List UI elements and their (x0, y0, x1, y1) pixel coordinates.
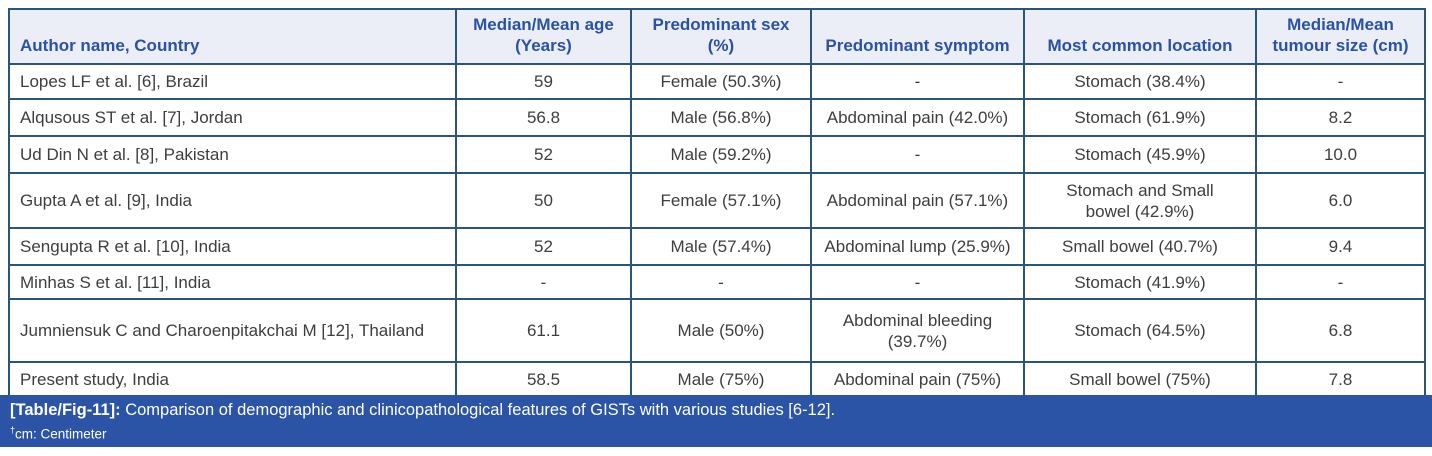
table-caption-band: [Table/Fig-11]: Comparison of demographi… (0, 395, 1432, 447)
cell-location: Stomach and Small bowel (42.9%) (1023, 172, 1257, 229)
cell-size: 8.2 (1255, 98, 1426, 137)
cell-size: 6.0 (1255, 172, 1426, 229)
cell-age: 52 (455, 227, 632, 266)
cell-author: Lopes LF et al. [6], Brazil (8, 63, 457, 100)
table-row-uddin: Ud Din N et al. [8], Pakistan 52 Male (5… (8, 135, 1426, 174)
cell-location: Small bowel (75%) (1023, 361, 1257, 398)
cell-author: Alqusous ST et al. [7], Jordan (8, 98, 457, 137)
cell-location: Small bowel (40.7%) (1023, 227, 1257, 266)
cell-sex: Male (57.4%) (630, 227, 812, 266)
cell-symptom: - (810, 63, 1025, 100)
cell-sex: Male (56.8%) (630, 98, 812, 137)
cell-age: 50 (455, 172, 632, 229)
gist-comparison-table: Author name, Country Median/Mean age (Ye… (8, 8, 1426, 398)
col-header-tumour-size: Median/Mean tumour size (cm) (1255, 8, 1426, 65)
cell-symptom: Abdominal bleeding (39.7%) (810, 298, 1025, 363)
footnote-text: cm: Centimeter (15, 426, 107, 442)
table-caption-text: Comparison of demographic and clinicopat… (120, 401, 836, 419)
cell-size: - (1255, 264, 1426, 300)
cell-location: Stomach (41.9%) (1023, 264, 1257, 300)
cell-author: Jumniensuk C and Charoenpitakchai M [12]… (8, 298, 457, 363)
cell-author: Sengupta R et al. [10], India (8, 227, 457, 266)
table-row-present-study: Present study, India 58.5 Male (75%) Abd… (8, 361, 1426, 398)
table-row-sengupta: Sengupta R et al. [10], India 52 Male (5… (8, 227, 1426, 266)
cell-sex: Male (75%) (630, 361, 812, 398)
header-row: Author name, Country Median/Mean age (Ye… (8, 8, 1426, 65)
cell-symptom: Abdominal pain (57.1%) (810, 172, 1025, 229)
table-row-gupta: Gupta A et al. [9], India 50 Female (57.… (8, 172, 1426, 229)
col-header-author-country: Author name, Country (8, 8, 457, 65)
cell-sex: Male (59.2%) (630, 135, 812, 174)
cell-sex: Female (57.1%) (630, 172, 812, 229)
cell-age: 58.5 (455, 361, 632, 398)
cell-size: 9.4 (1255, 227, 1426, 266)
table-row-alqusous: Alqusous ST et al. [7], Jordan 56.8 Male… (8, 98, 1426, 137)
cell-sex: Female (50.3%) (630, 63, 812, 100)
cell-age: 59 (455, 63, 632, 100)
cell-location: Stomach (64.5%) (1023, 298, 1257, 363)
cell-location: Stomach (45.9%) (1023, 135, 1257, 174)
cell-author: Gupta A et al. [9], India (8, 172, 457, 229)
cell-size: 10.0 (1255, 135, 1426, 174)
cell-size: - (1255, 63, 1426, 100)
cell-age: 56.8 (455, 98, 632, 137)
table-row-jumniensuk: Jumniensuk C and Charoenpitakchai M [12]… (8, 298, 1426, 363)
cell-symptom: - (810, 135, 1025, 174)
cell-age: 52 (455, 135, 632, 174)
cell-sex: - (630, 264, 812, 300)
cell-sex: Male (50%) (630, 298, 812, 363)
cell-symptom: Abdominal lump (25.9%) (810, 227, 1025, 266)
cell-symptom: Abdominal pain (42.0%) (810, 98, 1025, 137)
cell-location: Stomach (38.4%) (1023, 63, 1257, 100)
table-row-minhas: Minhas S et al. [11], India - - - Stomac… (8, 264, 1426, 300)
col-header-predominant-symptom: Predominant symptom (810, 8, 1025, 65)
table-row-lopes: Lopes LF et al. [6], Brazil 59 Female (5… (8, 63, 1426, 100)
cell-symptom: Abdominal pain (75%) (810, 361, 1025, 398)
cell-location: Stomach (61.9%) (1023, 98, 1257, 137)
footnote-dagger-symbol: † (10, 425, 16, 435)
cell-author: Minhas S et al. [11], India (8, 264, 457, 300)
cell-author: Present study, India (8, 361, 457, 398)
table-footnote: †cm: Centimeter (10, 421, 1432, 444)
cell-size: 7.8 (1255, 361, 1426, 398)
cell-size: 6.8 (1255, 298, 1426, 363)
cell-symptom: - (810, 264, 1025, 300)
col-header-median-mean-age: Median/Mean age (Years) (455, 8, 632, 65)
table-caption: [Table/Fig-11]: Comparison of demographi… (10, 399, 1432, 421)
col-header-most-common-location: Most common location (1023, 8, 1257, 65)
cell-age: 61.1 (455, 298, 632, 363)
cell-age: - (455, 264, 632, 300)
cell-author: Ud Din N et al. [8], Pakistan (8, 135, 457, 174)
table-fig-label: [Table/Fig-11]: (10, 401, 121, 419)
col-header-predominant-sex: Predominant sex (%) (630, 8, 812, 65)
